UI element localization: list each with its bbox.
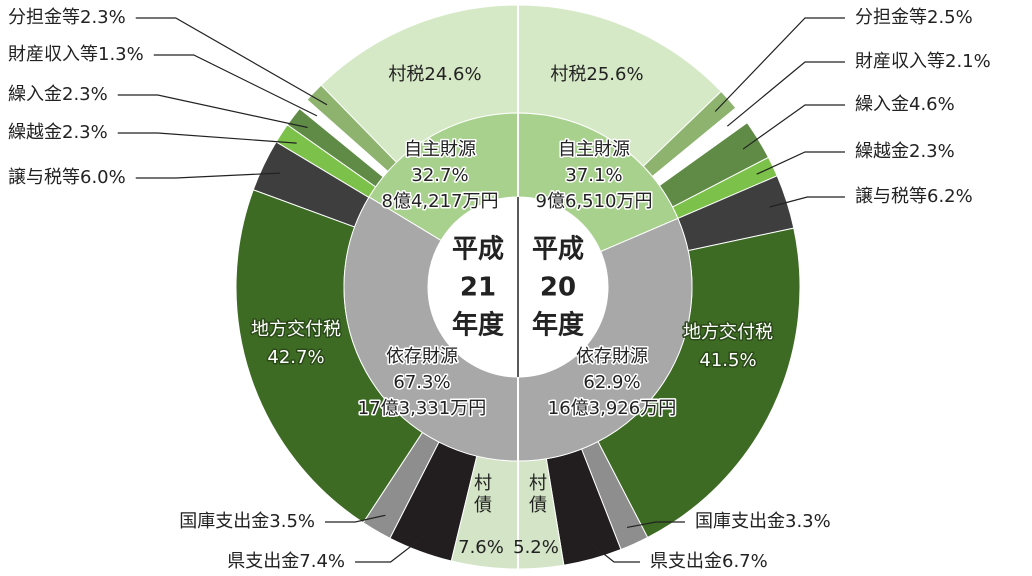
segment-label: 財産収入等2.1%: [855, 51, 991, 72]
segment-name: 繰入金: [8, 84, 62, 105]
segment-value: 3.5%: [269, 511, 315, 532]
group-value: 67.3%: [393, 372, 450, 393]
leader-line: [742, 104, 845, 150]
center-title: 年度: [532, 310, 584, 341]
segment-value: 2.1%: [945, 51, 991, 72]
segment-value: 3.3%: [785, 511, 831, 532]
segment-name: 村税: [388, 64, 424, 85]
segment-value: 42.7%: [267, 347, 324, 368]
segment-name: 地方交付税: [251, 319, 341, 340]
segment-label: 分担金等2.3%: [8, 7, 126, 28]
segment-value: 2.3%: [62, 84, 108, 105]
segment-name: 県支出金: [227, 551, 299, 572]
leader-line: [626, 521, 685, 529]
segment-label: 分担金等2.5%: [855, 7, 973, 28]
segment-label: 繰入金2.3%: [8, 84, 108, 105]
segment-value: 6.0%: [80, 167, 126, 188]
group-value: 32.7%: [411, 165, 468, 186]
segment-label: 国庫支出金3.3%: [695, 511, 831, 532]
group-label: 自主財源: [404, 139, 476, 160]
group-amount: 8億4,217万円: [382, 191, 499, 212]
segment-label: 村税24.6%: [388, 64, 481, 85]
leader-line: [135, 17, 328, 106]
segment-label: 譲与税等6.0%: [8, 167, 126, 188]
segment-value: 2.3%: [80, 7, 126, 28]
leader-line: [153, 54, 318, 117]
group-value: 37.1%: [565, 165, 622, 186]
segment-name: 譲与税等: [8, 167, 80, 188]
segment-value: 1.3%: [98, 44, 144, 65]
segment-label: 繰越金2.3%: [855, 141, 955, 162]
segment-name: 譲与税等: [855, 186, 927, 207]
segment-name: 国庫支出金: [695, 511, 785, 532]
center-title: 20: [540, 273, 576, 303]
segment-value: 2.5%: [927, 7, 973, 28]
leader-line: [117, 94, 308, 129]
group-label: 依存財源: [576, 346, 648, 367]
group-value: 62.9%: [583, 372, 640, 393]
leader-line: [355, 534, 427, 563]
segment-value: 41.5%: [699, 350, 756, 371]
segment-name: 繰越金: [8, 122, 62, 143]
leader-line: [325, 514, 386, 523]
leader-line: [587, 541, 640, 563]
group-label: 自主財源: [558, 139, 630, 160]
segment-name: 村債: [526, 473, 547, 517]
leader-line: [726, 61, 845, 127]
segment-name: 村債: [471, 473, 492, 517]
group-amount: 16億3,926万円: [548, 398, 676, 419]
center-title: 年度: [452, 310, 504, 341]
segment-name: 繰入金: [855, 94, 909, 115]
segment-value: 24.6%: [424, 64, 481, 85]
segment-value: 7.6%: [458, 537, 504, 558]
segment-name: 国庫支出金: [179, 511, 269, 532]
group-label: 依存財源: [386, 346, 458, 367]
segment-name: 村税: [550, 64, 586, 85]
center-title: 平成: [452, 235, 504, 265]
group-amount: 9億6,510万円: [536, 191, 653, 212]
segment-label: 繰越金2.3%: [8, 122, 108, 143]
segment-value: 6.2%: [927, 186, 973, 207]
segment-value: 7.4%: [299, 551, 345, 572]
center-title: 21: [460, 273, 496, 303]
segment-value: 6.7%: [722, 551, 768, 572]
segment-value: 25.6%: [586, 64, 643, 85]
leader-line: [756, 151, 845, 175]
segment-name: 繰越金: [855, 141, 909, 162]
center-title: 平成: [532, 235, 584, 265]
segment-name: 地方交付税: [683, 322, 773, 343]
segment-name: 分担金等: [8, 7, 80, 28]
leader-line: [117, 132, 297, 144]
segment-label: 繰入金4.6%: [855, 94, 955, 115]
segment-name: 県支出金: [650, 551, 722, 572]
segment-label: 県支出金7.4%: [227, 551, 345, 572]
segment-label: 国庫支出金3.5%: [179, 511, 315, 532]
leader-line: [769, 196, 845, 208]
segment-label: 県支出金6.7%: [650, 551, 768, 572]
leader-line: [714, 17, 845, 112]
leader-line: [135, 172, 280, 179]
segment-value: 5.2%: [513, 537, 559, 558]
segment-label: 財産収入等1.3%: [8, 44, 144, 65]
segment-value: 4.6%: [909, 94, 955, 115]
segment-value: 2.3%: [909, 141, 955, 162]
segment-name: 分担金等: [855, 7, 927, 28]
segment-name: 財産収入等: [855, 51, 945, 72]
segment-name: 財産収入等: [8, 44, 98, 65]
segment-label: 譲与税等6.2%: [855, 186, 973, 207]
group-amount: 17億3,331万円: [358, 398, 486, 419]
segment-label: 村税25.6%: [550, 64, 643, 85]
segment-value: 2.3%: [62, 122, 108, 143]
